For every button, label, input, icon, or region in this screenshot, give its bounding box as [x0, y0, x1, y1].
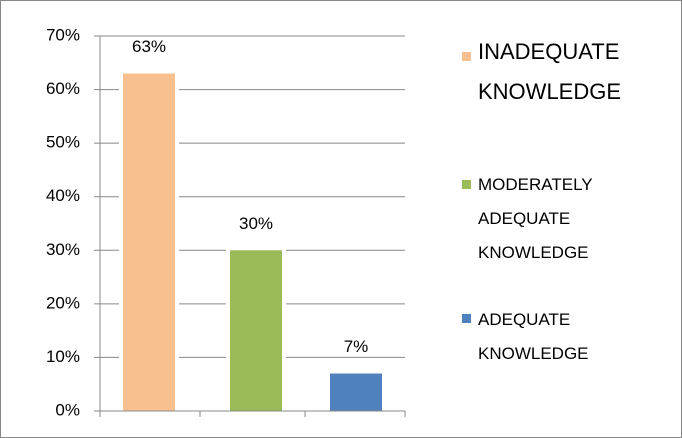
y-tick-label: 40%: [46, 186, 80, 205]
data-label: 7%: [344, 337, 369, 356]
y-tick-label: 60%: [46, 79, 80, 98]
data-label: 63%: [132, 37, 166, 56]
bar: [230, 250, 282, 411]
y-tick-label: 20%: [46, 293, 80, 312]
y-tick-label: 0%: [55, 400, 80, 419]
legend-label: MODERATELY ADEQUATE KNOWLEDGE: [478, 175, 593, 262]
y-tick-label: 50%: [46, 133, 80, 152]
data-label: 30%: [239, 214, 273, 233]
y-tick-label: 10%: [46, 347, 80, 366]
legend-swatch: [462, 52, 471, 61]
legend-label: INADEQUATE KNOWLEDGE: [478, 39, 622, 104]
bar: [123, 73, 175, 411]
bar: [330, 373, 382, 411]
y-tick-label: 70%: [46, 25, 80, 44]
legend-swatch: [462, 180, 471, 189]
legend-swatch: [462, 314, 471, 323]
y-tick-label: 30%: [46, 240, 80, 259]
legend-label: ADEQUATE KNOWLEDGE: [478, 310, 589, 363]
